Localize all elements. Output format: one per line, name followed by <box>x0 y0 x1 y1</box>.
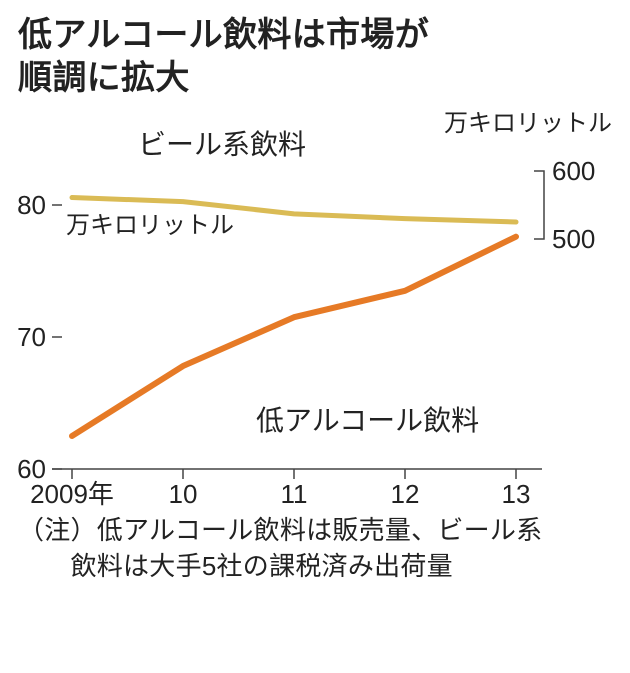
svg-text:600: 600 <box>552 156 595 186</box>
chart-plot: 万キロリットル ビール系飲料 万キロリットル 低アルコール飲料 2009年101… <box>18 99 612 507</box>
title-line-1: 低アルコール飲料は市場が <box>18 16 429 54</box>
chart-footnote: （注）低アルコール飲料は販売量、ビール系 飲料は大手5社の課税済み出荷量 <box>18 513 612 585</box>
note-line-2: 飲料は大手5社の課税済み出荷量 <box>71 551 453 581</box>
title-line-2: 順調に拡大 <box>18 59 190 97</box>
svg-text:70: 70 <box>18 322 46 352</box>
svg-text:13: 13 <box>502 479 531 507</box>
note-line-1: （注）低アルコール飲料は販売量、ビール系 <box>18 515 542 545</box>
svg-text:500: 500 <box>552 224 595 254</box>
svg-text:60: 60 <box>18 454 46 484</box>
chart-title: 低アルコール飲料は市場が 順調に拡大 <box>18 14 612 99</box>
svg-text:10: 10 <box>169 479 198 507</box>
svg-text:12: 12 <box>391 479 420 507</box>
chart-svg: 2009年10111213607080500600 <box>18 99 612 507</box>
svg-text:80: 80 <box>18 190 46 220</box>
svg-text:11: 11 <box>281 479 308 507</box>
